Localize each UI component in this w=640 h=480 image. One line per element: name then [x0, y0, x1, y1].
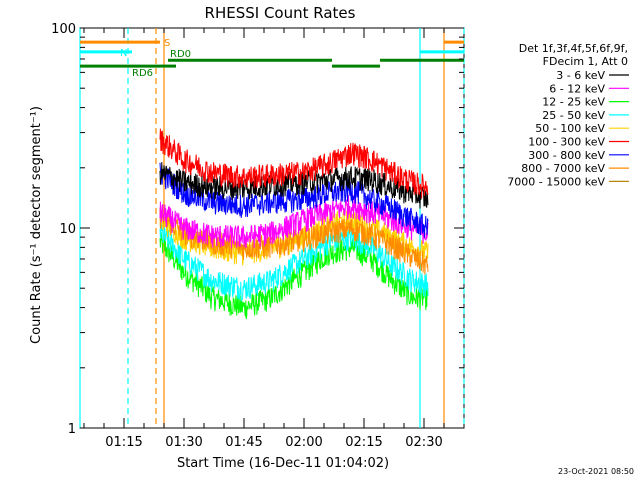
legend-label-1: 6 - 12 keV [549, 82, 605, 95]
plot-timestamp: 23-Oct-2021 08:50 [558, 467, 634, 476]
legend: Det 1f,3f,4f,5f,6f,9f, FDecim 1, Att 0 3… [507, 42, 629, 188]
chart-title: RHESSI Count Rates [205, 4, 356, 22]
attenuator-label-s: S [164, 38, 170, 49]
x-axis-ticks: 01:15 01:30 01:45 02:00 02:15 02:30 [83, 28, 445, 450]
series-line-25-50kev [159, 223, 429, 302]
y-tick-label: 100 [51, 22, 76, 37]
legend-label-6: 300 - 800 keV [528, 149, 605, 162]
x-tick-label: 02:30 [405, 435, 442, 450]
legend-label-8: 7000 - 15000 keV [507, 175, 605, 188]
series-line-300-800kev [159, 162, 429, 238]
legend-label-5: 100 - 300 keV [528, 136, 605, 149]
x-axis-label: Start Time (16-Dec-11 01:04:02) [177, 456, 389, 471]
x-tick-label: 01:15 [105, 435, 142, 450]
legend-header-line-2: FDecim 1, Att 0 [543, 55, 628, 68]
plot-content: S N RD0 RD6 [79, 28, 465, 428]
attenuator-label-n: N [120, 48, 127, 59]
legend-label-2: 12 - 25 keV [542, 96, 605, 109]
legend-label-3: 25 - 50 keV [542, 109, 605, 122]
series-line-6-12kev [159, 195, 429, 249]
x-tick-label: 02:15 [345, 435, 382, 450]
y-axis-label: Count Rate (s⁻¹ detector segment⁻¹) [29, 106, 44, 344]
legend-label-4: 50 - 100 keV [535, 122, 605, 135]
x-tick-label: 02:00 [285, 435, 322, 450]
attenuator-label-rd6: RD6 [132, 68, 153, 79]
y-tick-label: 1 [68, 422, 76, 437]
y-axis-ticks: 1 10 100 [51, 22, 464, 437]
y-tick-label: 10 [59, 222, 76, 237]
series-line-100-300kev [159, 128, 429, 199]
x-tick-label: 01:45 [225, 435, 262, 450]
legend-label-7: 800 - 7000 keV [521, 162, 605, 175]
attenuator-label-rd0: RD0 [170, 49, 191, 60]
x-tick-label: 01:30 [165, 435, 202, 450]
legend-header-line-1: Det 1f,3f,4f,5f,6f,9f, [519, 42, 628, 55]
legend-label-0: 3 - 6 keV [556, 69, 605, 82]
